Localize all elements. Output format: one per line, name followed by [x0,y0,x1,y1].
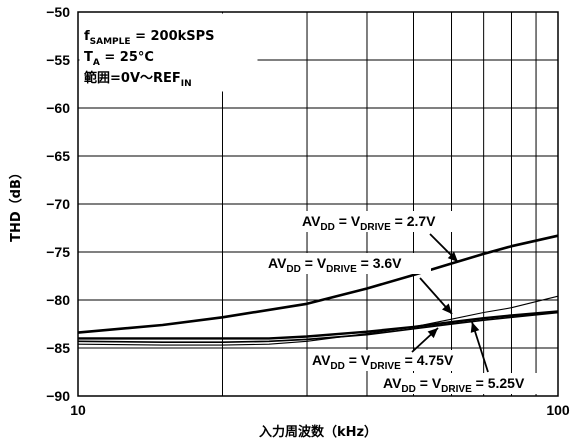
y-tick-label: −70 [46,196,70,212]
y-tick-label: −90 [46,388,70,404]
annotation-label-part: DD [330,361,344,372]
annotation-5.25V: AVDD = VDRIVE = 5.25V [380,321,554,395]
annotation-label: AVDD = VDRIVE = 2.7V [302,213,436,233]
annotation-arrow-head [470,322,480,333]
annotation-arrow-head [427,328,438,339]
y-tick-labels: −50 −55 −60 −65 −70 −75 −80 −85 −90 [46,4,70,404]
y-tick-label: −65 [46,148,70,164]
series-line-2.7V [77,234,559,334]
conditions-mask [79,13,258,92]
plot-frame [77,11,559,397]
annotation-label-part: DRIVE [441,384,472,395]
series-group [77,234,559,346]
annotation-label-part: AV [383,375,402,391]
annotation-label-part: DD [286,264,300,275]
annotation-label-part: AV [268,255,287,271]
annotation-3.6V: AVDD = VDRIVE = 3.6V [265,253,453,315]
series-line-3.6V [77,295,559,346]
y-tick-label: −85 [46,340,70,356]
annotation-bg [380,373,554,394]
annotation-label-part: DD [401,384,415,395]
annotation-bg [309,350,483,371]
annotation-label: AVDD = VDRIVE = 4.75V [312,352,454,372]
x-tick-label: 10 [70,402,86,418]
annotation-label-part: = 3.6V [357,255,402,271]
series-line-4.75V [78,310,559,340]
annotation-label-part: DRIVE [370,361,401,372]
annotation-2.7V: AVDD = VDRIVE = 2.7V [299,211,465,263]
annotation-label-part: DRIVE [360,222,391,233]
x-tick-label: 100 [546,402,570,418]
annotation-label-part: DRIVE [326,264,357,275]
annotation-label-part: AV [312,352,331,368]
annotation-label: AVDD = VDRIVE = 3.6V [268,255,402,275]
annotation-label-part: = V [335,213,361,229]
annotation-label-part: = 5.25V [472,375,525,391]
y-tick-label: −50 [46,4,70,20]
annotation-label-part: = V [345,352,371,368]
annotation-label-part: = 2.7V [391,213,436,229]
y-tick-label: −55 [46,52,70,68]
annotation-label-part: = V [301,255,327,271]
annotation-4.75V: AVDD = VDRIVE = 4.75V [309,327,483,372]
annotation-arrow-head [441,303,452,314]
x-axis-label: 入力周波数（kHz） [259,424,377,440]
annotation-label: AVDD = VDRIVE = 5.25V [383,375,525,395]
y-tick-label: −60 [46,100,70,116]
annotation-label-part: = V [416,375,442,391]
annotation-label-part: AV [302,213,321,229]
y-axis-label: THD（dB） [8,166,24,242]
annotation-bg [265,253,431,274]
annotation-bg [299,211,465,232]
condition-fsample: fSAMPLE = 200kSPS [84,29,215,47]
annotation-arrow-head [447,251,458,262]
y-tick-label: −80 [46,292,70,308]
annotation-label-part: = 4.75V [401,352,454,368]
annotation-label-part: DD [320,222,334,233]
y-tick-label: −75 [46,244,70,260]
x-tick-labels: 10 100 [70,402,570,418]
series-line-5.25V [77,311,559,344]
condition-range: 範囲=0V〜REFIN [84,70,192,89]
conditions-box: fSAMPLE = 200kSPS TA = 25°C 範囲=0V〜REFIN [79,13,258,92]
condition-ta: TA = 25°C [84,50,154,68]
